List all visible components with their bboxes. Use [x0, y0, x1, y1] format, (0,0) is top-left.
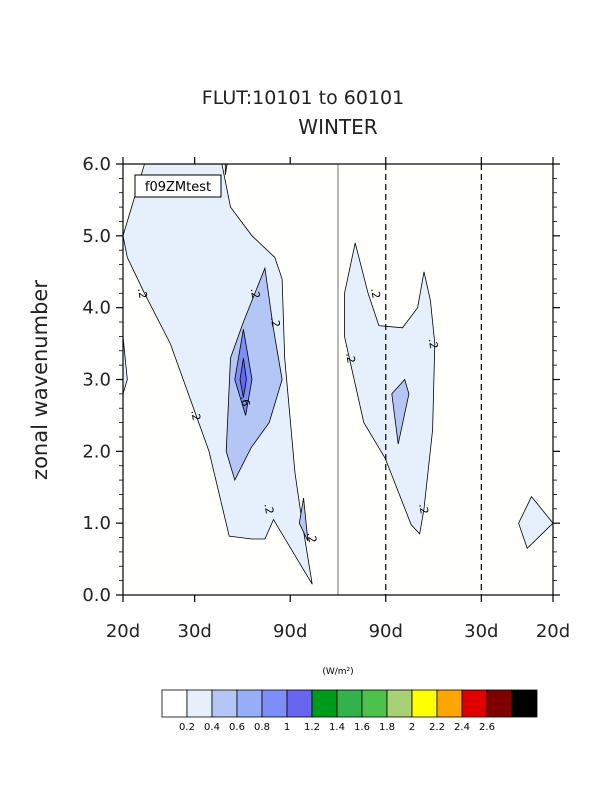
x-tick-label-1: 30d [178, 621, 212, 642]
reference-lines [337, 164, 482, 595]
chart-subtitle: WINTER [298, 115, 377, 139]
colorbar-box-1 [186, 689, 213, 718]
colorbar-label-1: 0.4 [204, 722, 220, 733]
colorbar-units: (W/m²) [322, 667, 353, 677]
case-label: f09ZMtest [145, 180, 211, 195]
contour-label-7: .2 [343, 352, 358, 365]
colorbar-box-11 [436, 689, 463, 718]
y-axis-label: zonal wavenumber [28, 280, 52, 480]
colorbar-box-6 [311, 689, 338, 718]
contour-fills [122, 163, 554, 585]
colorbar-label-9: 2 [409, 722, 415, 733]
contour-label-10: .2 [416, 503, 431, 516]
colorbar-label-6: 1.4 [329, 722, 345, 733]
colorbar-label-11: 2.4 [454, 722, 470, 733]
colorbar-label-10: 2.2 [429, 722, 445, 733]
colorbar-box-14 [511, 689, 538, 718]
colorbar-box-9 [386, 689, 413, 718]
colorbar-box-0 [161, 689, 188, 718]
chart-title: FLUT:10101 to 60101 [202, 87, 404, 109]
contour-label-3: .2 [268, 316, 283, 329]
colorbar-label-4: 1 [284, 722, 290, 733]
contour-label-0: .2 [135, 287, 150, 300]
y-tick-label-0: 0.0 [82, 585, 111, 606]
colorbar-box-13 [486, 689, 513, 718]
x-tick-label-5: 20d [536, 621, 570, 642]
contour-region-6 [391, 378, 410, 445]
contour-region-5 [298, 497, 309, 542]
contour-region-9 [239, 357, 247, 398]
colorbar-box-2 [211, 689, 238, 718]
y-axis: 0.0 1.0 2.0 3.0 4.0 5.0 6.0 [82, 154, 560, 606]
contour-labels: .2 .2 .2 .2 .2 .2 .6 .2 .2 .2 .2 [135, 287, 440, 544]
colorbar-box-3 [236, 689, 263, 718]
contour-region-1 [344, 242, 436, 535]
colorbar-box-12 [461, 689, 488, 718]
colorbar-box-8 [361, 689, 388, 718]
colorbar-label-12: 2.6 [479, 722, 495, 733]
contour-region-4 [225, 266, 283, 482]
contour-label-4: .2 [261, 503, 276, 516]
colorbar-label-7: 1.6 [354, 722, 370, 733]
colorbar-label-0: 0.2 [179, 722, 195, 733]
y-tick-label-5: 5.0 [82, 226, 111, 247]
contour-label-6: .6 [238, 395, 253, 408]
y-tick-label-1: 1.0 [82, 513, 111, 534]
y-tick-label-6: 6.0 [82, 154, 111, 175]
contour-label-5: .2 [304, 531, 319, 544]
contour-label-1: .2 [188, 409, 203, 422]
y-tick-label-4: 4.0 [82, 298, 111, 319]
x-tick-label-3: 90d [369, 621, 403, 642]
y-tick-label-3: 3.0 [82, 370, 111, 391]
colorbar-box-7 [336, 689, 363, 718]
colorbar-box-10 [411, 689, 438, 718]
colorbar-label-5: 1.2 [304, 722, 320, 733]
x-axis: 20d 30d 90d 90d 30d 20d [106, 157, 570, 642]
colorbar-label-8: 1.8 [379, 722, 395, 733]
x-tick-label-2: 90d [273, 621, 307, 642]
contour-label-2: .2 [248, 287, 263, 300]
y-tick-label-2: 2.0 [82, 441, 111, 462]
colorbar-box-5 [286, 689, 313, 718]
x-tick-label-0: 20d [106, 621, 140, 642]
contour-label-9: .2 [426, 337, 441, 350]
colorbar: 0.2 0.4 0.6 0.8 1 1.2 1.4 1.6 1.8 2 2.2 2.4 2.6 [161, 689, 538, 733]
colorbar-box-4 [261, 689, 288, 718]
colorbar-label-3: 0.8 [254, 722, 270, 733]
colorbar-label-2: 0.6 [229, 722, 245, 733]
contour-label-8: .2 [368, 287, 383, 300]
case-label-box: f09ZMtest [134, 174, 222, 198]
x-tick-label-4: 30d [464, 621, 498, 642]
